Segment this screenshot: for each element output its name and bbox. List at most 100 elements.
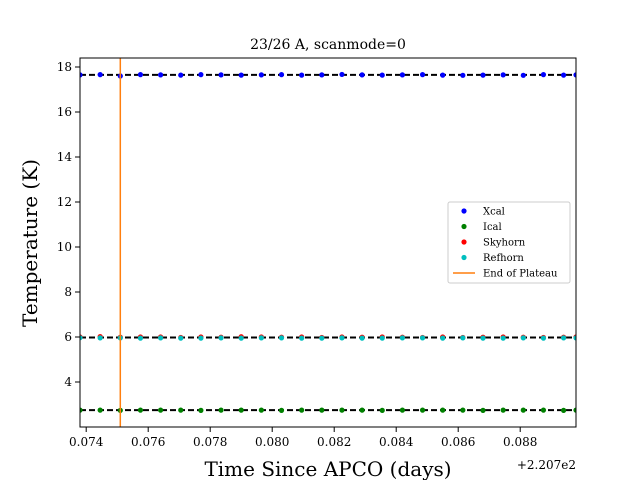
- point-ical: [258, 407, 264, 413]
- point-refhorn: [460, 335, 466, 341]
- point-xcal: [440, 72, 446, 78]
- point-ical: [299, 407, 305, 413]
- point-ical: [359, 407, 365, 413]
- point-xcal: [238, 72, 244, 78]
- x-tick-label: 0.086: [441, 435, 475, 449]
- point-refhorn: [561, 335, 567, 341]
- point-xcal: [500, 72, 506, 78]
- legend-label-xcal: Xcal: [483, 207, 505, 218]
- point-ical: [540, 407, 547, 413]
- plot-area: [80, 58, 576, 427]
- legend-label-refhorn: Refhorn: [483, 253, 524, 264]
- point-ical: [500, 407, 506, 413]
- y-tick-label: 12: [57, 195, 72, 209]
- point-refhorn: [299, 335, 305, 341]
- point-refhorn: [500, 335, 506, 341]
- point-refhorn: [520, 335, 526, 341]
- point-refhorn: [540, 335, 547, 341]
- x-axis-label: Time Since APCO (days): [204, 457, 451, 480]
- y-tick-label: 18: [57, 60, 72, 74]
- point-ical: [158, 407, 164, 413]
- point-ical: [80, 407, 83, 413]
- point-xcal: [359, 72, 365, 78]
- point-refhorn: [198, 335, 204, 341]
- point-ical: [218, 407, 224, 413]
- y-tick-label: 8: [64, 285, 72, 299]
- point-refhorn: [238, 335, 244, 341]
- point-xcal: [218, 72, 224, 78]
- point-ical: [440, 407, 446, 413]
- y-tick-label: 4: [64, 375, 72, 389]
- point-xcal: [520, 72, 526, 78]
- point-refhorn: [80, 335, 83, 341]
- series-xcal: [80, 71, 576, 79]
- point-ical: [480, 407, 486, 413]
- point-ical: [460, 407, 466, 413]
- point-ical: [419, 407, 426, 413]
- point-ical: [561, 407, 567, 413]
- point-ical: [573, 407, 576, 413]
- point-refhorn: [278, 335, 285, 341]
- point-ical: [520, 407, 526, 413]
- point-ical: [319, 407, 325, 413]
- y-tick-label: 10: [57, 240, 72, 254]
- point-xcal: [561, 72, 567, 78]
- point-xcal: [258, 72, 264, 78]
- point-refhorn: [137, 335, 144, 341]
- x-axis-offset-label: +2.207e2: [517, 458, 576, 472]
- point-ical: [198, 407, 204, 413]
- point-xcal: [460, 72, 466, 78]
- legend-box: [447, 201, 571, 284]
- point-refhorn: [379, 335, 385, 341]
- series-refhorn: [80, 335, 576, 341]
- point-ical: [137, 407, 144, 413]
- point-xcal: [158, 72, 164, 78]
- point-refhorn: [440, 335, 446, 341]
- x-tick-label: 0.082: [317, 435, 351, 449]
- legend: Xcal Ical Skyhorn Refhorn End of Plateau: [447, 201, 571, 284]
- point-xcal: [339, 71, 345, 78]
- point-ical: [97, 407, 103, 413]
- point-refhorn: [258, 335, 264, 341]
- point-refhorn: [339, 335, 345, 341]
- point-xcal: [419, 72, 426, 78]
- point-xcal: [399, 72, 405, 78]
- point-refhorn: [319, 335, 325, 341]
- point-refhorn: [218, 335, 224, 341]
- point-refhorn: [97, 335, 103, 341]
- legend-marker-ical: [461, 223, 467, 230]
- point-ical: [399, 407, 405, 413]
- point-ical: [278, 407, 285, 413]
- point-refhorn: [480, 335, 486, 341]
- y-tick-label: 14: [57, 150, 73, 164]
- point-xcal: [137, 72, 144, 78]
- legend-label-ical: Ical: [483, 222, 502, 233]
- legend-label-end-of-plateau: End of Plateau: [483, 269, 558, 280]
- x-tick-label: 0.080: [255, 435, 289, 449]
- point-xcal: [198, 72, 204, 78]
- y-tick-label: 6: [64, 330, 72, 344]
- point-refhorn: [158, 335, 164, 341]
- plot-frame: [79, 57, 577, 428]
- point-ical: [379, 407, 385, 413]
- legend-marker-skyhorn: [461, 239, 467, 245]
- x-tick-label: 0.084: [379, 435, 414, 449]
- legend-marker-refhorn: [461, 254, 467, 261]
- point-ical: [178, 407, 184, 413]
- axes: 0.074 0.076 0.078 0.080 0.082 0.084 0.086 0.088…: [57, 57, 577, 449]
- series-ical: [80, 407, 576, 413]
- point-refhorn: [399, 335, 405, 341]
- point-xcal: [573, 72, 576, 78]
- point-xcal: [379, 72, 385, 78]
- plot-content: [80, 58, 576, 427]
- legend-marker-xcal: [461, 208, 467, 214]
- point-ical: [238, 407, 244, 413]
- point-xcal: [80, 72, 83, 78]
- point-refhorn: [359, 335, 365, 341]
- point-xcal: [278, 72, 285, 78]
- point-xcal: [480, 72, 486, 78]
- legend-label-skyhorn: Skyhorn: [483, 238, 526, 249]
- point-xcal: [299, 72, 305, 78]
- point-ical: [339, 407, 345, 413]
